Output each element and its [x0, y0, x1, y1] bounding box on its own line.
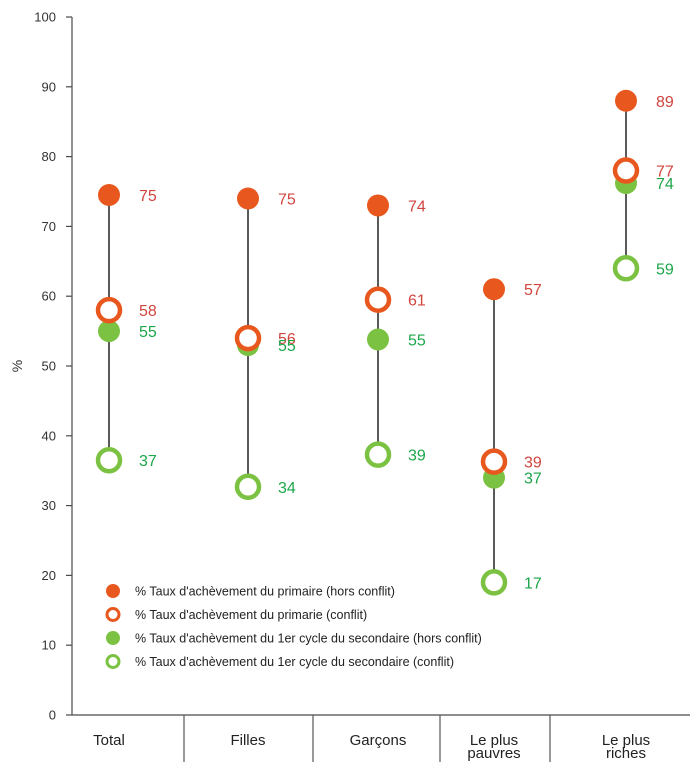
y-tick-label: 50 [42, 359, 56, 374]
data-point [234, 324, 262, 352]
y-tick-label: 20 [42, 568, 56, 583]
x-tick-label: Le plus [470, 732, 518, 749]
data-point [480, 448, 508, 475]
axes: 0 10 20 30 40 50 60 70 80 90 100% Total Filles Garçon… [9, 10, 690, 762]
data-label: 75 [139, 188, 157, 205]
legend-label: % Taux d'achèvement du primaire (hors co… [135, 585, 395, 599]
data-point [483, 278, 505, 301]
data-point [612, 255, 640, 282]
y-axis-label: % [9, 360, 25, 372]
data-point [364, 286, 392, 313]
x-tick-label: riches [606, 745, 646, 762]
legend-label: % Taux d'achèvement du 1er cycle du seco… [135, 632, 482, 646]
data-point [95, 446, 123, 474]
data-label: 39 [524, 455, 542, 472]
data-point [367, 328, 389, 351]
data-label: 74 [656, 176, 674, 193]
y-tick-label: 10 [42, 638, 56, 653]
data-label: 17 [524, 575, 542, 592]
legend-label: % Taux d'achèvement du primarie (conflit… [135, 608, 367, 622]
y-tick-label: 100 [34, 10, 56, 25]
data-point [95, 296, 123, 324]
data-point [480, 569, 508, 596]
legend: % Taux d'achèvement du primaire (hors co… [105, 584, 482, 669]
x-tick-label: Filles [230, 732, 265, 749]
y-tick-label: 30 [42, 498, 56, 513]
data-labels: 75 75 74 57 89 58 56 61 39 77 55 55 55 37 74 37 34 39 17 59 [139, 94, 674, 593]
data-point [234, 473, 262, 501]
y-tick-label: 40 [42, 428, 56, 443]
data-label: 39 [408, 448, 426, 465]
data-point [98, 320, 120, 343]
data-label: 61 [408, 293, 426, 310]
data-point [612, 157, 640, 184]
y-tick-label: 90 [42, 79, 56, 94]
data-points [95, 89, 640, 596]
x-tick-label: Le plus [602, 732, 650, 749]
data-point [98, 183, 120, 206]
y-tick-label: 0 [49, 708, 56, 723]
data-point [237, 187, 259, 210]
data-point [367, 194, 389, 217]
data-point [364, 441, 392, 468]
data-label: 34 [278, 480, 296, 497]
data-label: 37 [139, 453, 157, 470]
data-label: 55 [408, 332, 426, 349]
data-label: 58 [139, 303, 157, 320]
legend-marker [106, 584, 120, 598]
data-label: 59 [656, 261, 674, 278]
legend-marker [105, 607, 121, 622]
data-label: 74 [408, 198, 426, 215]
legend-label: % Taux d'achèvement du 1er cycle du seco… [135, 655, 454, 669]
data-point [615, 89, 637, 112]
x-tick-label: Total [93, 732, 125, 749]
y-tick-label: 80 [42, 149, 56, 164]
data-label: 75 [278, 191, 296, 208]
data-label: 55 [278, 338, 296, 355]
data-label: 77 [656, 164, 674, 181]
x-tick-label: Garçons [350, 732, 407, 749]
data-label: 37 [524, 471, 542, 488]
legend-marker [106, 631, 120, 645]
data-label: 55 [139, 324, 157, 341]
legend-marker [105, 654, 121, 669]
data-label: 57 [524, 282, 542, 299]
y-tick-label: 60 [42, 289, 56, 304]
x-tick-label: pauvres [467, 745, 520, 762]
data-label: 89 [656, 94, 674, 111]
data-label: 56 [278, 331, 296, 348]
y-tick-label: 70 [42, 219, 56, 234]
